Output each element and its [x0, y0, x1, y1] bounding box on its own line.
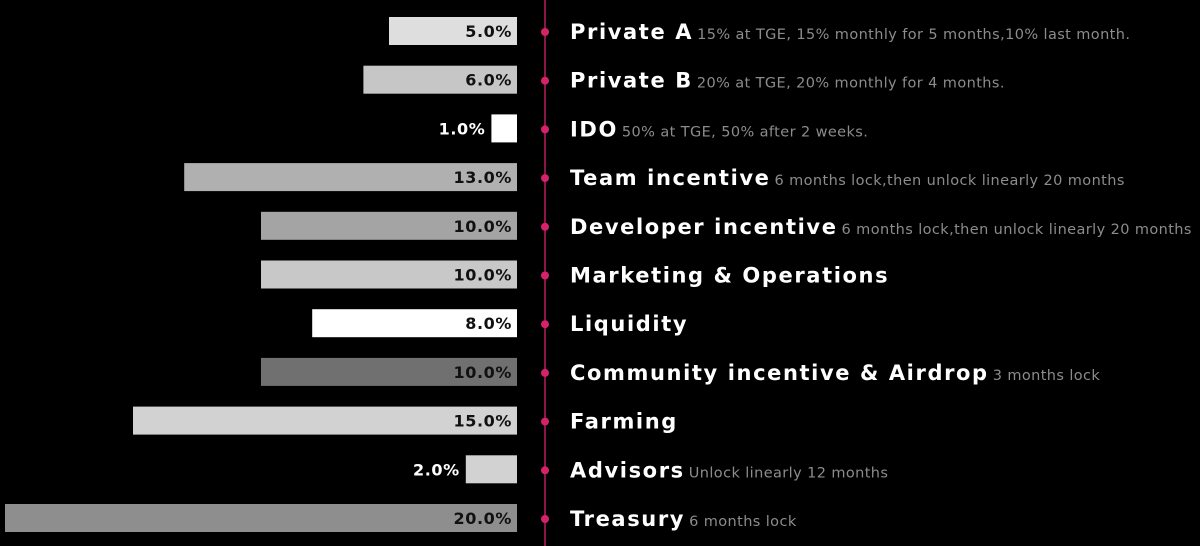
timeline-dot-team-incentive: [541, 174, 549, 183]
row-liquidity: 8.0% Liquidity: [312, 309, 688, 338]
bar-ido: [491, 114, 517, 143]
value-label-liquidity: 8.0%: [465, 314, 512, 333]
value-label-team-incentive: 13.0%: [453, 168, 512, 187]
note-label-private-b: 20% at TGE, 20% monthly for 4 months.: [697, 76, 1005, 92]
note-label-developer-incentive: 6 months lock,then unlock linearly 20 mo…: [842, 222, 1192, 238]
note-label-community-incentive-and-airdrop: 3 months lock: [993, 368, 1101, 384]
timeline-dot-ido: [541, 125, 549, 134]
value-label-advisors: 2.0%: [413, 460, 460, 479]
note-label-treasury: 6 months lock: [689, 514, 797, 530]
row-developer-incentive: 10.0% Developer incentive 6 months lock,th…: [261, 211, 1192, 240]
row-private-b: 6.0% Private B 20% at TGE, 20% monthly for…: [363, 65, 1005, 94]
value-label-ido: 1.0%: [439, 119, 486, 138]
category-treasury: Treasury 6 months lock: [570, 507, 797, 531]
chart-rows: 5.0% Private A 15% at TGE, 15% monthly for…: [5, 17, 1192, 532]
row-marketing-and-operations: 10.0% Marketing & Operations: [261, 260, 889, 289]
timeline-dot-private-a: [541, 28, 549, 36]
row-treasury: 20.0% Treasury 6 months lock: [5, 504, 797, 532]
bar-developer-incentive: [261, 211, 517, 240]
bar-team-incentive: [184, 163, 517, 192]
category-label-team-incentive: Team incentive: [570, 166, 771, 190]
note-label-team-incentive: 6 months lock,then unlock linearly 20 mo…: [775, 173, 1125, 189]
note-label-private-a: 15% at TGE, 15% monthly for 5 months,10%…: [697, 27, 1130, 43]
bar-private-b: [363, 65, 517, 94]
row-farming: 15.0% Farming: [133, 406, 678, 435]
timeline-dot-farming: [541, 417, 549, 426]
category-liquidity: Liquidity: [570, 312, 688, 336]
timeline-dot-community-incentive-and-airdrop: [541, 368, 549, 377]
category-label-farming: Farming: [570, 410, 678, 434]
value-label-farming: 15.0%: [453, 412, 512, 431]
note-label-ido: 50% at TGE, 50% after 2 weeks.: [622, 124, 868, 140]
bar-farming: [133, 406, 517, 435]
category-label-liquidity: Liquidity: [570, 312, 688, 336]
category-private-a: Private A 15% at TGE, 15% monthly for 5 m…: [570, 20, 1130, 44]
category-label-developer-incentive: Developer incentive: [570, 215, 838, 239]
category-team-incentive: Team incentive 6 months lock,then unlock …: [570, 166, 1125, 190]
bar-private-a: [389, 17, 517, 45]
bar-treasury: [5, 504, 517, 532]
timeline-dot-developer-incentive: [541, 222, 549, 231]
row-ido: 1.0% IDO 50% at TGE, 50% after 2 weeks.: [439, 114, 868, 143]
timeline-dot-treasury: [541, 515, 549, 523]
category-label-community-incentive-and-airdrop: Community incentive & Airdrop: [570, 361, 989, 385]
row-advisors: 2.0% Advisors Unlock linearly 12 months: [413, 455, 888, 484]
timeline-dot-marketing-and-operations: [541, 271, 549, 280]
bar-advisors: [465, 455, 517, 484]
value-label-community-incentive-and-airdrop: 10.0%: [453, 363, 512, 382]
timeline-dot-private-b: [541, 76, 549, 85]
bar-marketing-and-operations: [261, 260, 517, 289]
value-label-private-a: 5.0%: [465, 22, 512, 41]
note-label-advisors: Unlock linearly 12 months: [689, 465, 889, 481]
row-team-incentive: 13.0% Team incentive 6 months lock,then un…: [184, 163, 1125, 192]
value-label-developer-incentive: 10.0%: [453, 217, 512, 236]
category-label-treasury: Treasury: [570, 507, 685, 531]
category-label-private-a: Private A: [570, 20, 693, 44]
category-advisors: Advisors Unlock linearly 12 months: [570, 458, 888, 482]
row-community-incentive-and-airdrop: 10.0% Community incentive & Airdrop 3 mont…: [261, 357, 1100, 386]
category-community-incentive-and-airdrop: Community incentive & Airdrop 3 months lo…: [570, 361, 1100, 385]
bar-liquidity: [312, 309, 517, 338]
timeline-dot-liquidity: [541, 320, 549, 329]
category-private-b: Private B 20% at TGE, 20% monthly for 4 m…: [570, 69, 1005, 93]
category-label-private-b: Private B: [570, 69, 693, 93]
timeline-dot-advisors: [541, 466, 549, 475]
category-label-marketing-and-operations: Marketing & Operations: [570, 264, 889, 288]
category-farming: Farming: [570, 410, 678, 434]
category-label-ido: IDO: [570, 117, 618, 141]
value-label-marketing-and-operations: 10.0%: [453, 266, 512, 285]
category-developer-incentive: Developer incentive 6 months lock,then un…: [570, 215, 1192, 239]
category-ido: IDO 50% at TGE, 50% after 2 weeks.: [570, 117, 868, 141]
value-label-private-b: 6.0%: [465, 71, 512, 90]
category-label-advisors: Advisors: [570, 458, 685, 482]
category-marketing-and-operations: Marketing & Operations: [570, 264, 889, 288]
value-label-treasury: 20.0%: [453, 509, 512, 528]
row-private-a: 5.0% Private A 15% at TGE, 15% monthly for…: [389, 17, 1130, 45]
bar-community-incentive-and-airdrop: [261, 357, 517, 386]
